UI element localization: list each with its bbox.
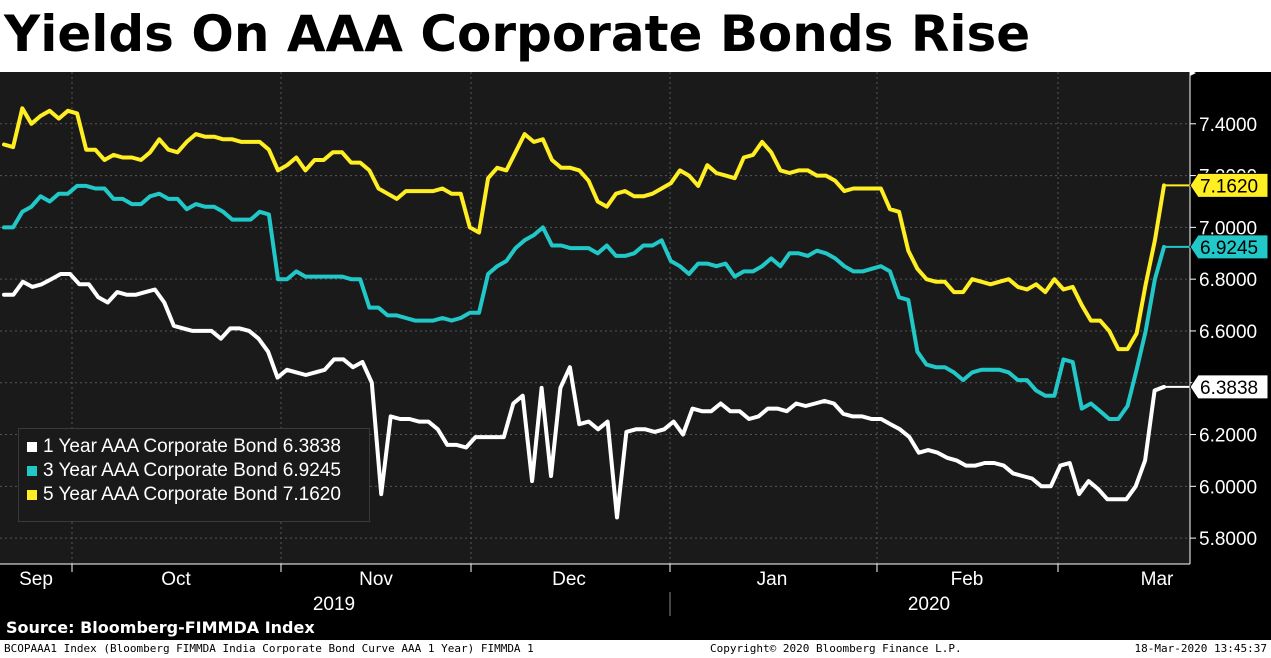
x-axis-ticks: Sep Oct Nov Dec Jan Feb Mar 2019 2020 xyxy=(19,564,1174,616)
x-tick-label-month: Dec xyxy=(552,569,586,590)
footer-timestamp: 18-Mar-2020 13:45:37 xyxy=(1134,642,1267,655)
legend-label: 3 Year AAA Corporate Bond 6.9245 xyxy=(43,460,341,481)
legend-item-3-year: 3 Year AAA Corporate Bond 6.9245 xyxy=(27,459,361,483)
series-line-3-year xyxy=(2,183,1166,421)
legend-swatch xyxy=(27,466,37,476)
series-line-1-year xyxy=(2,272,1166,520)
y-tick-label: 6.2000 xyxy=(1199,426,1257,447)
y-tick-label: 6.6000 xyxy=(1199,322,1257,343)
y-tick-label: 5.8000 xyxy=(1199,529,1257,550)
last-value-tag xyxy=(1189,172,1269,198)
x-tick-label-month: Oct xyxy=(161,569,191,590)
line-chart: 5.80006.00006.20006.40006.60006.80007.00… xyxy=(0,72,1269,616)
legend-label: 5 Year AAA Corporate Bond 7.1620 xyxy=(43,484,341,505)
y-tick-label: 6.8000 xyxy=(1199,270,1257,291)
legend-swatch xyxy=(27,442,37,452)
source-note: Source: Bloomberg-FIMMDA Index xyxy=(6,618,315,637)
x-tick-label-year: 2019 xyxy=(313,594,355,615)
footer-copyright: Copyright© 2020 Bloomberg Finance L.P. xyxy=(710,642,962,655)
series-line-5-year xyxy=(2,106,1166,352)
y-tick-label: 7.0000 xyxy=(1199,218,1257,239)
x-tick-label-month: Feb xyxy=(951,569,984,590)
x-tick-label-year: 2020 xyxy=(908,594,950,615)
last-value-label: 6.3838 xyxy=(1200,378,1258,399)
last-value-label: 6.9245 xyxy=(1200,238,1258,259)
last-value-tags: 6.3838 6.9245 7.1620 xyxy=(1164,172,1269,400)
legend-item-1-year: 1 Year AAA Corporate Bond 6.3838 xyxy=(27,435,361,459)
x-tick-label-month: Nov xyxy=(359,569,393,590)
footer-bar: BCOPAAA1 Index (Bloomberg FIMMDA India C… xyxy=(0,640,1271,658)
x-tick-label-month: Mar xyxy=(1141,569,1174,590)
legend-label: 1 Year AAA Corporate Bond 6.3838 xyxy=(43,436,341,457)
gridlines xyxy=(0,72,1190,564)
footer-ticker: BCOPAAA1 Index (Bloomberg FIMMDA India C… xyxy=(4,642,534,655)
legend-swatch xyxy=(27,490,37,500)
y-axis-arrow xyxy=(1190,72,1196,76)
title-bar: Yields On AAA Corporate Bonds Rise xyxy=(0,0,1271,72)
y-tick-label: 7.4000 xyxy=(1199,115,1257,136)
series-lines xyxy=(2,106,1166,520)
legend-item-5-year: 5 Year AAA Corporate Bond 7.1620 xyxy=(27,483,361,507)
last-value-tag xyxy=(1189,374,1269,400)
x-tick-label-month: Jan xyxy=(757,569,788,590)
x-tick-label-month: Sep xyxy=(19,569,53,590)
page-title: Yields On AAA Corporate Bonds Rise xyxy=(4,5,1031,63)
last-value-label: 7.1620 xyxy=(1200,176,1258,197)
chart-legend: 1 Year AAA Corporate Bond 6.3838 3 Year … xyxy=(18,428,370,522)
last-value-tag xyxy=(1189,234,1269,260)
y-tick-label: 6.0000 xyxy=(1199,477,1257,498)
